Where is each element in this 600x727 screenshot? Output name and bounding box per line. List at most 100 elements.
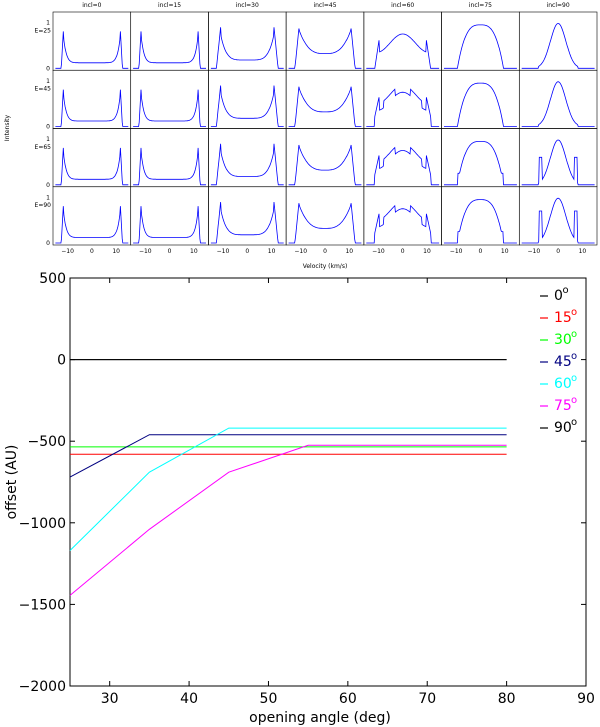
series-line-75 — [69, 444, 507, 596]
x-tick-label: −10 — [61, 248, 74, 255]
spectrum-cell — [441, 69, 520, 129]
legend-degree: o — [571, 329, 577, 340]
x-tick-label: −10 — [294, 248, 307, 255]
x-tick-label: 0 — [90, 248, 94, 255]
x-tick-label: 10 — [501, 248, 509, 255]
legend-degree: o — [571, 417, 577, 428]
spectrum-line — [366, 204, 440, 244]
column-title: incl=30 — [236, 2, 259, 9]
x-tick-label: 40 — [180, 691, 198, 707]
y-tick-label: −500 — [28, 434, 66, 450]
legend-entry: 0 — [554, 288, 563, 304]
legend-degree: o — [563, 285, 569, 296]
y-tick-label: 0 — [46, 124, 50, 131]
spectrum-line — [444, 141, 517, 186]
spectrum-line — [133, 147, 206, 186]
spectrum-line — [210, 201, 284, 244]
cell-frame — [208, 11, 287, 71]
y-tick-label: −1500 — [19, 597, 66, 613]
x-tick-label: 70 — [418, 691, 436, 707]
spectrum-cell — [130, 128, 209, 188]
column-title: incl=45 — [313, 2, 336, 9]
cell-frame — [363, 186, 442, 246]
series-line-60 — [69, 427, 507, 551]
cell-frame — [208, 69, 287, 129]
cell-frame — [518, 11, 598, 71]
y-tick-label: 1 — [46, 78, 50, 85]
spectrum-cell: −10 0 10 — [208, 186, 287, 255]
spectrum-line — [210, 27, 284, 69]
spectrum-cell: −10 0 10 — [285, 186, 365, 255]
x-tick-label: −10 — [528, 248, 541, 255]
y-tick-label: 0 — [46, 182, 50, 189]
legend-entry: 45 — [554, 354, 572, 370]
x-tick-label: −10 — [450, 248, 463, 255]
cell-frame — [130, 11, 209, 71]
cell-frame — [441, 128, 520, 188]
spectrum-cell — [208, 69, 287, 129]
spectrum-cell — [518, 69, 598, 129]
spectrum-cell — [518, 11, 598, 71]
spectrum-line — [521, 197, 595, 244]
spectrum-line — [288, 28, 362, 69]
spectrum-cell — [285, 69, 365, 129]
column-title: incl=15 — [158, 2, 181, 9]
x-tick-label: −10 — [139, 248, 152, 255]
spectrum-cell: −10 0 10 — [363, 186, 442, 255]
cell-frame — [130, 69, 209, 129]
spectrum-cell: 0 1E=45 — [35, 69, 132, 131]
legend-entry: 15 — [554, 310, 572, 326]
cell-frame — [52, 69, 132, 129]
cell-frame — [518, 69, 598, 129]
spectrum-cell — [363, 11, 442, 71]
x-tick-label: 10 — [268, 248, 276, 255]
cell-frame — [518, 186, 598, 246]
x-axis-label: opening angle (deg) — [249, 710, 391, 726]
legend-entry: 30 — [554, 332, 572, 348]
y-tick-label: −2000 — [19, 679, 66, 695]
y-tick-label: −1000 — [19, 516, 66, 532]
column-title: incl=90 — [547, 2, 570, 9]
x-tick-label: 50 — [260, 691, 278, 707]
x-tick-label: 90 — [577, 691, 595, 707]
spectrum-line — [55, 206, 129, 244]
cell-frame — [52, 186, 132, 246]
spectrum-cell: 0 1E=65 — [35, 128, 132, 189]
spectrum-cell: −10 0 10 — [130, 186, 209, 255]
x-tick-label: 30 — [101, 691, 119, 707]
spectrum-line — [366, 146, 440, 186]
spectrum-cell: 0 1E=25 — [35, 11, 132, 72]
spectrum-line — [366, 33, 440, 69]
y-tick-label: 0 — [46, 65, 50, 72]
spectrum-line — [444, 199, 517, 244]
spectrum-line — [55, 147, 129, 186]
x-tick-label: −10 — [217, 248, 230, 255]
x-axis-label: Velocity (km/s) — [303, 263, 348, 270]
x-tick-label: 80 — [498, 691, 516, 707]
spectrum-cell — [208, 11, 287, 71]
legend-degree: o — [571, 307, 577, 318]
row-label: E=45 — [35, 86, 52, 93]
cell-frame — [441, 186, 520, 246]
x-tick-label: 0 — [245, 248, 249, 255]
y-axis-label: Intensity — [4, 114, 11, 141]
spectrum-cell: −10 0 10 — [441, 186, 520, 255]
y-tick-label: 0 — [57, 353, 66, 369]
x-tick-label: 10 — [579, 248, 587, 255]
y-tick-label: 1 — [46, 136, 50, 143]
cell-frame — [441, 11, 520, 71]
spectrum-cell — [208, 128, 287, 188]
x-tick-label: 0 — [479, 248, 483, 255]
y-tick-label: 1 — [46, 20, 50, 27]
x-tick-label: 60 — [339, 691, 357, 707]
spectrum-cell — [441, 128, 520, 188]
x-tick-label: 0 — [556, 248, 560, 255]
legend-degree: o — [571, 395, 577, 406]
legend-degree: o — [571, 351, 577, 362]
spectrum-line — [521, 81, 595, 127]
spectrum-line — [521, 139, 595, 186]
column-title: incl=75 — [469, 2, 492, 9]
legend-entry: 75 — [554, 398, 572, 414]
spectrum-cell — [130, 11, 209, 71]
spectrum-line — [288, 144, 362, 186]
